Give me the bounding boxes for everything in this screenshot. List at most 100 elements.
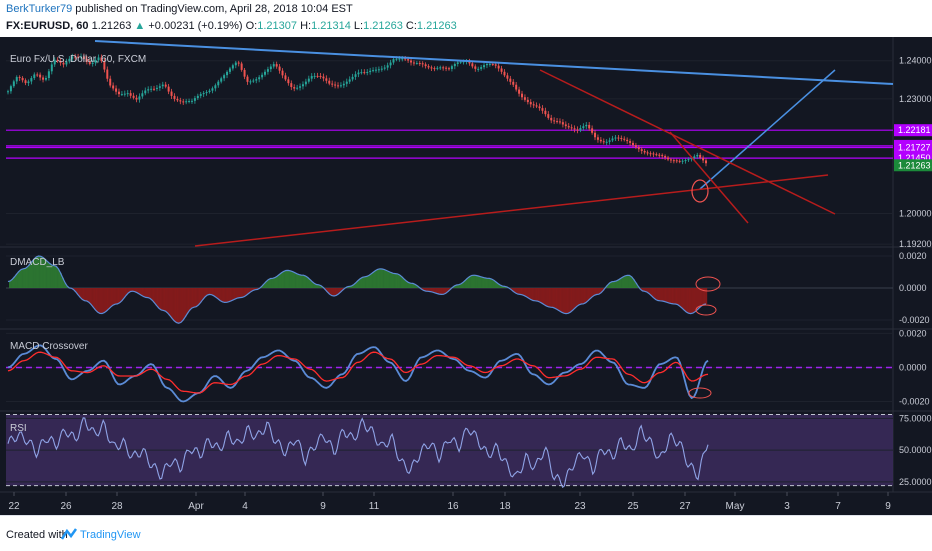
candle-body <box>7 91 9 93</box>
open-value: 1.21307 <box>257 20 298 32</box>
candle-body <box>550 117 553 121</box>
candle-body <box>158 86 161 88</box>
candle-body <box>658 154 661 156</box>
candle-body <box>436 67 439 69</box>
candle-body <box>120 94 123 96</box>
candle-body <box>18 77 21 79</box>
candle-body <box>418 63 421 65</box>
y-tick-label: 0.0000 <box>899 283 927 293</box>
y-tick-label: -0.0020 <box>899 315 930 325</box>
candle-body <box>290 83 293 88</box>
open-label: O: <box>245 20 258 32</box>
candle-body <box>705 160 707 164</box>
level-price-label: 1.22181 <box>898 125 931 135</box>
candle-body <box>147 89 150 91</box>
candle-body <box>27 81 30 84</box>
candle-body <box>150 88 153 90</box>
candle-body <box>71 56 74 59</box>
x-tick-label: 9 <box>885 501 891 512</box>
candle-body <box>512 81 515 85</box>
candle-body <box>214 85 217 89</box>
x-tick-label: 11 <box>369 501 380 512</box>
candle-body <box>535 105 538 107</box>
candle-body <box>570 127 573 129</box>
candle-body <box>287 79 290 84</box>
candle-body <box>167 86 170 92</box>
candle-body <box>693 156 696 159</box>
candle-body <box>634 145 637 148</box>
candle-body <box>369 70 372 72</box>
level-price-label: 1.21450 <box>898 153 931 163</box>
x-tick-label: Apr <box>188 501 204 512</box>
candle-body <box>228 68 231 72</box>
candle-body <box>190 100 193 102</box>
tradingview-logo-icon <box>60 528 78 540</box>
candle-body <box>521 93 524 98</box>
candle-body <box>68 58 71 62</box>
candle-body <box>699 154 702 158</box>
candle-body <box>85 59 88 62</box>
candle-body <box>220 78 223 82</box>
candle-body <box>681 160 684 162</box>
up-arrow-icon: ▲ <box>134 20 146 32</box>
candle-body <box>296 87 299 89</box>
last-price: 1.21263 <box>91 20 132 32</box>
candle-body <box>430 67 433 69</box>
candle-body <box>266 69 269 72</box>
candle-body <box>138 96 141 100</box>
candle-body <box>103 60 106 70</box>
candle-body <box>553 120 556 122</box>
rsi-line <box>7 417 709 489</box>
last-price-tag <box>894 159 932 172</box>
candle-body <box>357 72 360 75</box>
candle-body <box>77 56 80 58</box>
candle-body <box>337 85 340 87</box>
candle-body <box>652 153 655 155</box>
candle-body <box>12 81 15 87</box>
tradingview-link[interactable]: TradingView <box>80 529 141 541</box>
price-change: +0.00231 (+0.19%) <box>148 20 243 32</box>
candle-body <box>383 67 386 69</box>
candle-body <box>15 77 18 82</box>
candle-body <box>532 104 535 106</box>
candle-body <box>643 150 646 153</box>
candle-body <box>135 97 138 100</box>
candle-body <box>585 124 588 127</box>
candle-body <box>515 84 518 90</box>
low-value: 1.21263 <box>363 20 403 32</box>
symbol-line: FX:EURUSD, 60 1.21263 ▲ +0.00231 (+0.19%… <box>6 20 457 32</box>
candle-body <box>205 92 208 94</box>
candle-body <box>141 93 144 97</box>
chart-area[interactable]: 1.24000 1.23000 1.20000 1.19200 1.22181 1.217… <box>0 37 932 515</box>
candle-body <box>669 159 672 161</box>
candle-body <box>386 65 389 68</box>
y-tick-label: 50.0000 <box>899 445 932 455</box>
x-tick-label: 3 <box>784 501 790 512</box>
candle-body <box>249 81 252 83</box>
candle-body <box>687 159 690 161</box>
candle-body <box>155 87 158 89</box>
rsi-pane-title: RSI <box>10 423 27 434</box>
candle-body <box>301 84 304 87</box>
candle-body <box>299 86 302 88</box>
price-pane-title: Euro Fx/U.S. Dollar, 60, FXCM <box>10 54 147 65</box>
candle-body <box>608 140 611 142</box>
candle-body <box>226 71 229 76</box>
candle-body <box>185 101 188 103</box>
candle-body <box>112 85 115 89</box>
x-tick-label: 27 <box>679 501 691 512</box>
candle-body <box>211 88 214 91</box>
macd-pane-title: MACD Crossover <box>10 341 88 352</box>
candle-body <box>605 141 608 143</box>
candle-body <box>202 93 205 95</box>
candle-body <box>567 126 570 128</box>
author-link[interactable]: BerkTurker79 <box>6 3 73 15</box>
candle-body <box>334 84 337 86</box>
candle-body <box>258 77 261 80</box>
candle-body <box>339 85 342 87</box>
candle-body <box>109 78 112 86</box>
candle-body <box>421 63 424 65</box>
candle-body <box>614 137 617 139</box>
candle-body <box>564 124 567 127</box>
